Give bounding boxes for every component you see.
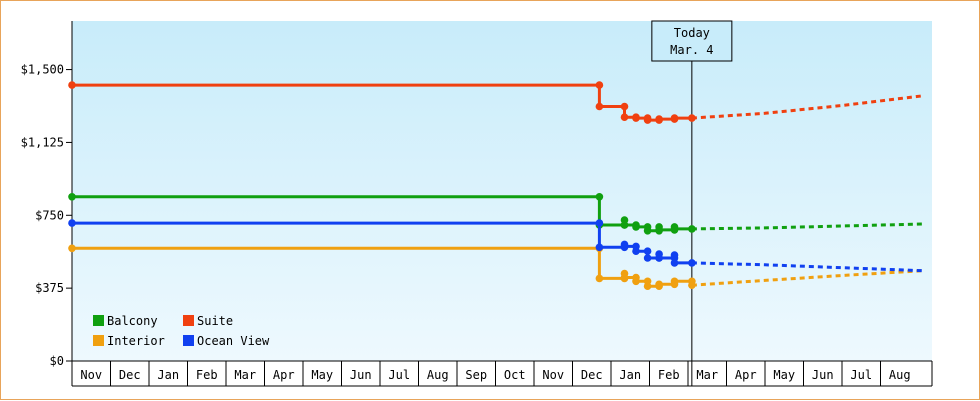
month-label: Jul: [388, 368, 410, 382]
y-tick-label: $750: [35, 208, 64, 222]
today-label: Today: [674, 26, 710, 40]
series-balcony: [68, 193, 923, 235]
y-axis: $0 $375 $750 $1,125 $1,500: [21, 21, 73, 368]
data-point: [688, 281, 696, 290]
series-forecast-ocean-view: [691, 261, 923, 273]
legend-label-suite: Suite: [197, 314, 233, 328]
month-label: Aug: [889, 368, 911, 382]
month-label: Jun: [350, 368, 372, 382]
data-point: [670, 225, 679, 233]
data-point: [595, 219, 604, 227]
data-point: [620, 102, 629, 111]
today-box: [651, 20, 733, 62]
data-point: [655, 280, 663, 289]
month-label: Apr: [273, 368, 295, 382]
month-label: May: [773, 368, 795, 382]
data-point: [620, 242, 629, 251]
month-label: Jan: [619, 368, 641, 382]
month-label: May: [311, 368, 333, 382]
x-axis: Nov Dec Jan Feb Mar Apr May Jun Jul Aug Sep Oct Nov D…: [71, 360, 933, 387]
legend-swatch-ocean-view: [183, 335, 194, 346]
legend-swatch-balcony: [93, 315, 104, 326]
data-point: [643, 247, 652, 255]
series-forecast-interior: [691, 269, 923, 287]
legend-swatch-suite: [183, 315, 194, 326]
series-forecast-balcony: [691, 222, 923, 231]
data-point: [643, 254, 652, 262]
legend-label-balcony: Balcony: [107, 314, 158, 328]
month-label: Mar: [696, 368, 718, 382]
y-tick-label: $1,125: [21, 135, 64, 149]
data-point: [595, 102, 604, 111]
today-date: Mar. 4: [670, 43, 713, 57]
data-point: [655, 254, 663, 262]
data-point: [632, 247, 640, 255]
data-point: [620, 221, 629, 229]
data-point: [68, 81, 76, 89]
month-label: Dec: [119, 368, 141, 382]
month-label: Mar: [234, 368, 256, 382]
y-tick-label: $1,500: [21, 63, 64, 77]
data-point: [643, 227, 652, 235]
data-point: [595, 81, 604, 89]
data-point: [655, 115, 663, 123]
month-label: Dec: [581, 368, 603, 382]
data-point: [688, 114, 696, 122]
data-point: [670, 259, 679, 267]
data-point: [595, 274, 604, 283]
month-label: Feb: [196, 368, 218, 382]
month-label: Aug: [427, 368, 449, 382]
month-label: Feb: [658, 368, 680, 382]
month-label: Jul: [850, 368, 872, 382]
month-label: Jan: [157, 368, 179, 382]
month-label: Oct: [504, 368, 526, 382]
data-point: [620, 273, 629, 282]
month-label: Apr: [735, 368, 757, 382]
data-point: [655, 226, 663, 234]
data-point: [643, 282, 652, 291]
data-point: [670, 114, 679, 122]
month-label: Nov: [80, 368, 102, 382]
series-interior: [68, 244, 923, 291]
series-ocean-view: [68, 219, 923, 273]
legend: Balcony Suite Interior Ocean View: [93, 314, 270, 348]
today-marker: Today Mar. 4: [651, 20, 733, 386]
y-tick-label: $375: [35, 281, 64, 295]
series-forecast-suite: [691, 94, 924, 120]
series-group: [68, 81, 924, 291]
data-point: [68, 244, 76, 253]
data-point: [595, 193, 604, 201]
data-point: [688, 259, 696, 267]
data-point: [670, 251, 679, 259]
series-suite: [68, 81, 924, 124]
data-point: [632, 277, 640, 286]
data-point: [670, 277, 679, 286]
data-point: [643, 116, 652, 124]
data-point: [632, 114, 640, 122]
legend-label-interior: Interior: [107, 334, 165, 348]
data-point: [688, 225, 696, 233]
legend-label-ocean-view: Ocean View: [197, 334, 270, 348]
data-point: [595, 243, 604, 252]
plot-background: [72, 21, 932, 361]
month-label: Jun: [812, 368, 834, 382]
y-tick-label: $0: [50, 354, 64, 368]
legend-swatch-interior: [93, 335, 104, 346]
data-point: [68, 219, 76, 227]
month-label: Sep: [465, 368, 487, 382]
data-point: [68, 193, 76, 201]
month-label: Nov: [542, 368, 564, 382]
data-point: [620, 113, 629, 121]
data-point: [632, 223, 640, 231]
